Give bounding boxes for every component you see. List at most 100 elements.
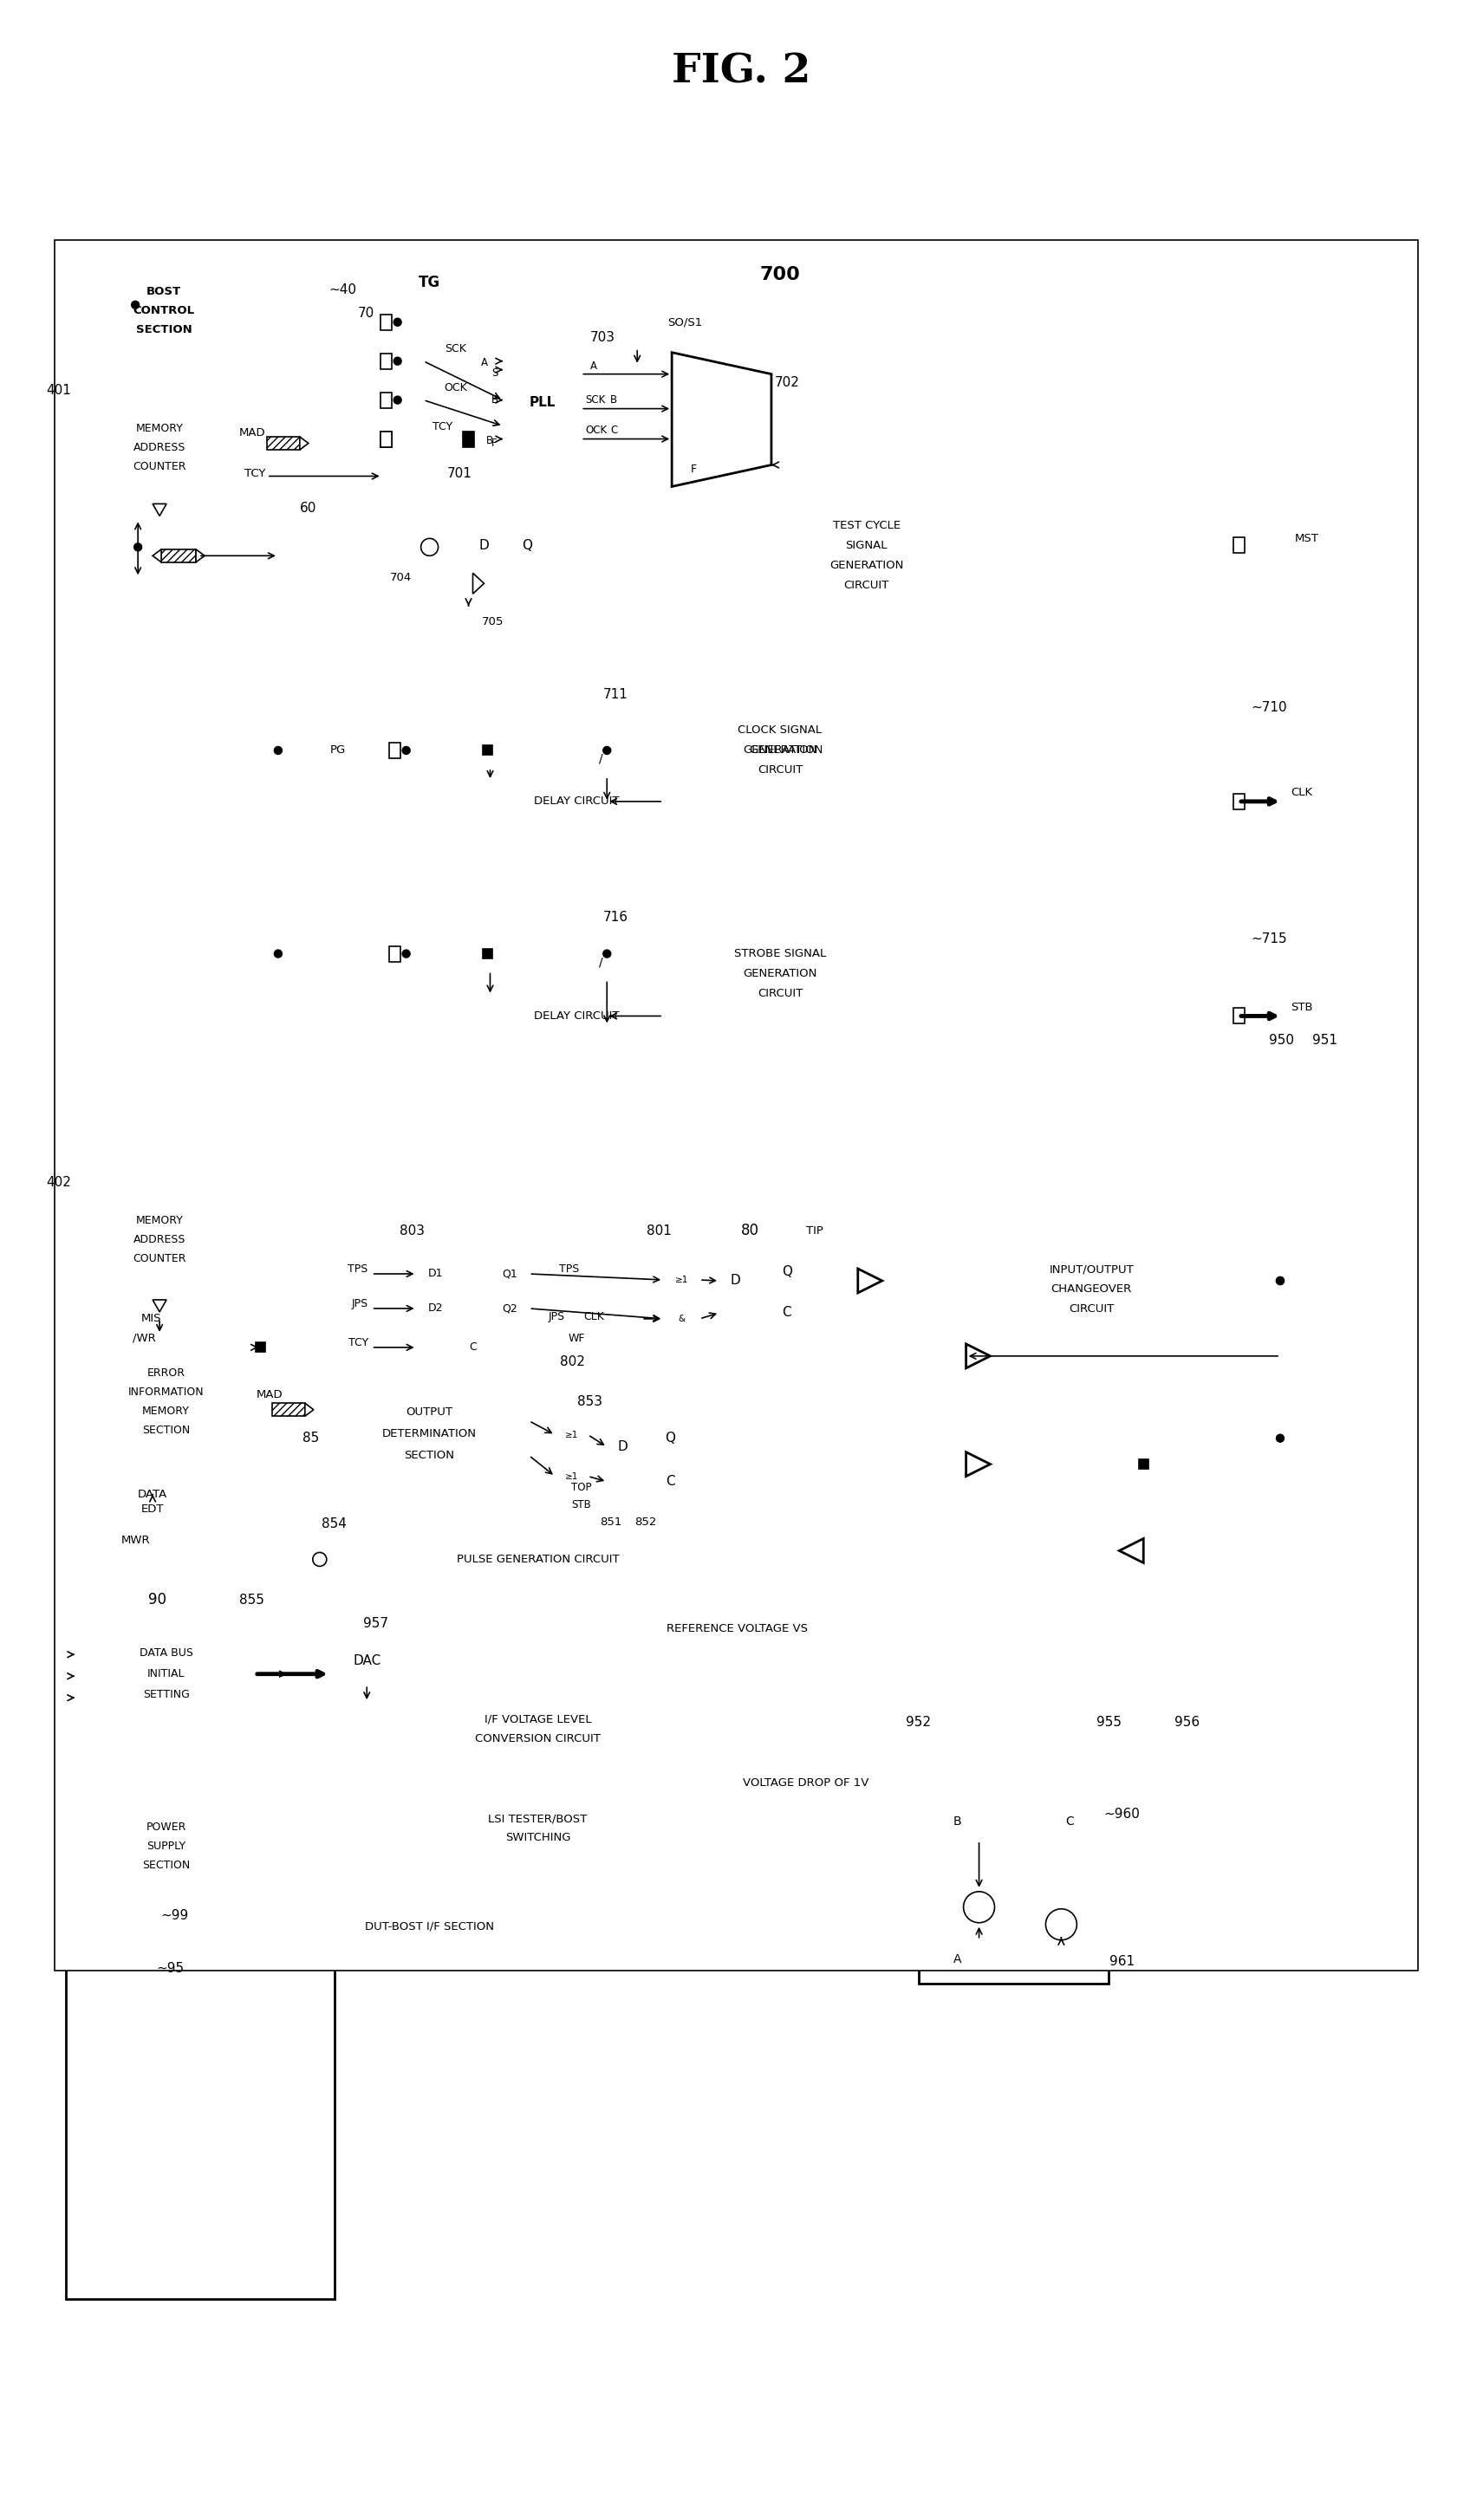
Text: DAC: DAC [353, 1656, 381, 1668]
Polygon shape [196, 549, 205, 562]
Text: ≥1: ≥1 [565, 1472, 578, 1482]
Bar [381, 315, 392, 330]
Bar [390, 743, 400, 759]
Text: ~715: ~715 [1250, 932, 1287, 945]
Text: Q: Q [782, 1265, 792, 1278]
Bar [607, 925, 954, 1026]
Text: STROBE SIGNAL: STROBE SIGNAL [734, 948, 826, 960]
Text: MEMORY: MEMORY [136, 423, 184, 433]
Text: CIRCUIT: CIRCUIT [844, 580, 890, 590]
Text: REFERENCE VOLTAGE VS: REFERENCE VOLTAGE VS [666, 1623, 807, 1633]
Text: 401: 401 [46, 383, 71, 398]
Text: SWITCHING: SWITCHING [506, 1832, 571, 1845]
Bar [331, 1701, 746, 1749]
Text: GENERATION: GENERATION [743, 968, 817, 980]
Text: B: B [954, 1814, 961, 1827]
Text: JPS: JPS [351, 1298, 368, 1310]
Text: C: C [783, 1305, 792, 1320]
Text: COUNTER: COUNTER [133, 461, 187, 471]
Text: ~960: ~960 [1103, 1807, 1140, 1822]
Text: Q: Q [664, 1431, 675, 1444]
Text: CIRCUIT: CIRCUIT [1069, 1303, 1114, 1315]
Bar [469, 512, 543, 607]
Text: DELAY CIRCUIT: DELAY CIRCUIT [534, 1011, 620, 1021]
Text: 711: 711 [604, 688, 629, 701]
Text: 957: 957 [363, 1618, 389, 1630]
Text: A: A [954, 1953, 961, 1966]
Text: CHANGEOVER: CHANGEOVER [1051, 1283, 1132, 1295]
Text: ~40: ~40 [329, 285, 357, 297]
Text: MWR: MWR [120, 1535, 150, 1545]
Bar [175, 1900, 685, 1950]
Text: C: C [1066, 1814, 1074, 1827]
Text: 950: 950 [1269, 1033, 1295, 1046]
Bar [463, 431, 475, 446]
Bar [394, 917, 1229, 1109]
Circle shape [393, 358, 402, 365]
Bar [719, 1247, 802, 1351]
Circle shape [274, 950, 282, 958]
Bar [381, 431, 392, 446]
Text: 952: 952 [906, 1716, 931, 1729]
Bar [386, 252, 1238, 1197]
Bar [331, 1386, 529, 1489]
Text: 80: 80 [740, 1222, 759, 1237]
Bar [77, 267, 251, 360]
Text: 852: 852 [635, 1517, 657, 1527]
Bar [77, 1197, 242, 1300]
Text: PLL: PLL [529, 396, 555, 408]
Text: DATA: DATA [138, 1489, 168, 1499]
Text: SETTING: SETTING [142, 1688, 190, 1701]
Text: 700: 700 [759, 267, 801, 282]
Bar [607, 703, 954, 801]
Text: CONVERSION CIRCUIT: CONVERSION CIRCUIT [475, 1734, 601, 1744]
Text: A: A [480, 358, 488, 368]
Bar [390, 945, 400, 963]
Text: SECTION: SECTION [142, 1424, 190, 1436]
Bar [257, 1343, 265, 1353]
Polygon shape [153, 549, 162, 562]
Text: Q2: Q2 [503, 1303, 518, 1313]
Bar [489, 781, 663, 822]
Circle shape [393, 318, 402, 325]
Text: OUTPUT: OUTPUT [406, 1406, 452, 1419]
Text: 60: 60 [300, 501, 317, 514]
Bar [1232, 537, 1244, 554]
Bar [394, 496, 1229, 655]
Bar [271, 1404, 305, 1416]
Bar [381, 431, 392, 446]
Text: EDT: EDT [141, 1504, 165, 1515]
Text: PULSE GENERATION CIRCUIT: PULSE GENERATION CIRCUIT [457, 1555, 618, 1565]
Text: VOLTAGE DROP OF 1V: VOLTAGE DROP OF 1V [743, 1777, 869, 1789]
Text: ~95: ~95 [156, 1963, 184, 1976]
Bar [417, 1247, 529, 1368]
Bar [503, 353, 581, 451]
Text: D: D [730, 1275, 740, 1288]
Text: 961: 961 [1109, 1956, 1134, 1968]
Text: CLOCK SIGNAL: CLOCK SIGNAL [739, 726, 822, 736]
Text: 853: 853 [577, 1396, 602, 1409]
Text: SIGNAL: SIGNAL [845, 539, 887, 552]
Text: PG: PG [329, 746, 346, 756]
Text: ≥1: ≥1 [565, 1431, 578, 1439]
Text: WF: WF [568, 1333, 586, 1343]
Bar [381, 353, 392, 368]
Text: COUNTER: COUNTER [133, 1252, 187, 1265]
Text: 85: 85 [303, 1431, 319, 1444]
Bar [607, 1414, 685, 1509]
Text: ADDRESS: ADDRESS [133, 441, 185, 454]
Text: A: A [590, 360, 598, 373]
Text: 70: 70 [357, 307, 375, 320]
Text: OCK: OCK [586, 426, 607, 436]
Text: TCY: TCY [245, 469, 265, 479]
Text: 702: 702 [774, 375, 799, 388]
Text: ADDRESS: ADDRESS [133, 1235, 185, 1245]
Text: POWER: POWER [145, 1822, 187, 1832]
Text: ~99: ~99 [160, 1910, 188, 1923]
Circle shape [132, 300, 139, 310]
Text: MAD: MAD [239, 428, 265, 438]
Text: D: D [479, 539, 489, 552]
Text: LSI TESTER/BOST: LSI TESTER/BOST [488, 1814, 587, 1824]
Text: ~710: ~710 [1250, 701, 1287, 713]
Bar [421, 529, 446, 564]
